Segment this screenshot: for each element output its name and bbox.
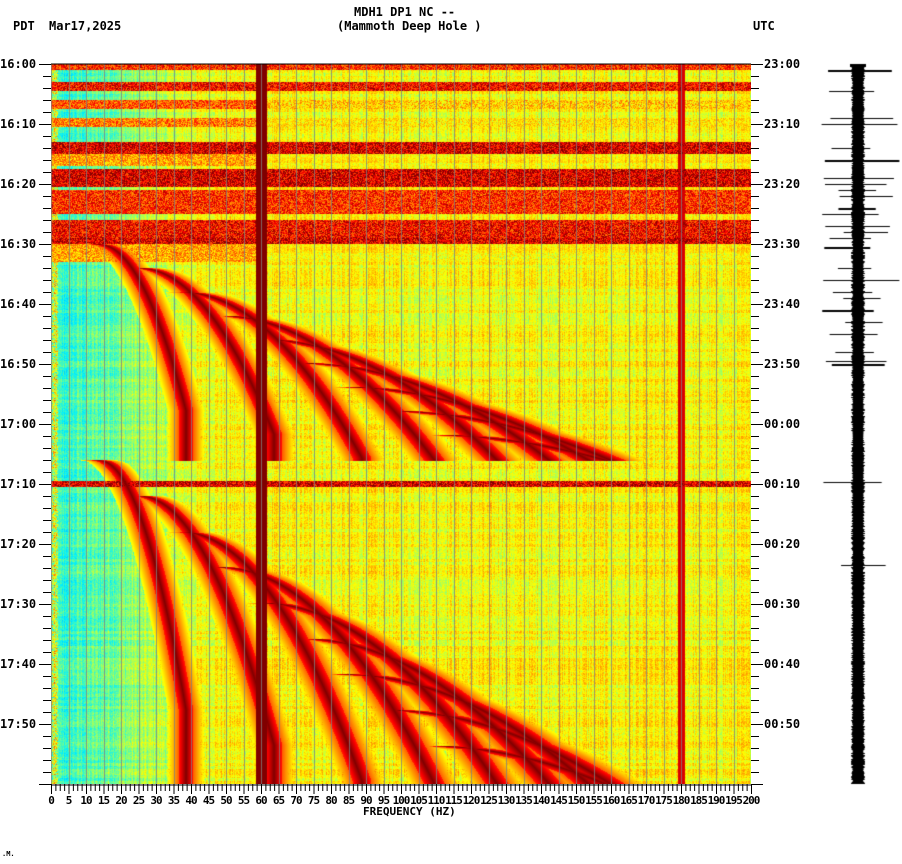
x-tick-label: 45	[202, 794, 215, 807]
x-tick-label: 30	[150, 794, 162, 807]
y-tick-label-pdt: 16:30	[0, 237, 37, 251]
station-title: MDH1 DP1 NC --	[354, 5, 456, 19]
x-tick-label: 70	[290, 794, 302, 807]
x-tick-label: 0	[48, 794, 55, 807]
y-tick-label-utc: 23:20	[764, 177, 801, 191]
x-tick-label: 200	[742, 794, 761, 807]
y-tick-label-pdt: 17:50	[0, 717, 37, 731]
y-tick-label-utc: 00:20	[764, 537, 801, 551]
x-tick-label: 170	[637, 794, 656, 807]
x-tick-label: 105	[410, 794, 428, 807]
x-tick-label: 175	[655, 794, 673, 807]
x-tick-label: 160	[602, 794, 621, 807]
y-tick-label-pdt: 17:40	[0, 657, 37, 671]
x-tick-label: 35	[167, 794, 180, 807]
date-label: Mar17,2025	[49, 19, 122, 33]
x-tick-label: 135	[515, 794, 533, 807]
x-tick-label: 5	[65, 794, 73, 807]
y-tick-label-utc: 23:00	[764, 57, 801, 71]
y-tick-label-utc: 00:50	[764, 717, 801, 731]
x-axis-title: FREQUENCY (HZ)	[363, 805, 456, 818]
y-tick-label-utc: 23:30	[764, 237, 801, 251]
x-tick-label: 15	[97, 794, 110, 807]
y-tick-label-utc: 23:40	[764, 297, 801, 311]
y-tick-label-utc: 00:40	[764, 657, 801, 671]
x-tick-label: 20	[115, 794, 127, 807]
x-tick-label: 195	[725, 794, 743, 807]
y-tick-label-utc: 00:30	[764, 597, 801, 611]
x-tick-label: 125	[480, 794, 498, 807]
x-tick-label: 50	[220, 794, 232, 807]
x-tick-label: 10	[80, 794, 92, 807]
y-tick-label-pdt: 16:40	[0, 297, 37, 311]
x-tick-label: 150	[567, 794, 586, 807]
left-timezone-label: PDT	[13, 19, 35, 33]
y-tick-label-pdt: 16:20	[0, 177, 37, 191]
x-tick-label: 130	[497, 794, 516, 807]
x-tick-label: 190	[707, 794, 726, 807]
spectrogram-heatmap	[51, 64, 751, 784]
x-tick-label: 115	[445, 794, 463, 807]
x-tick-label: 185	[690, 794, 708, 807]
x-tick-label: 95	[377, 794, 390, 807]
y-tick-label-pdt: 17:00	[0, 417, 37, 431]
seismogram-trace	[800, 60, 900, 790]
x-tick-label: 55	[237, 794, 250, 807]
x-tick-label: 40	[185, 794, 197, 807]
y-tick-label-utc: 00:10	[764, 477, 801, 491]
x-tick-label: 145	[550, 794, 568, 807]
site-title: (Mammoth Deep Hole )	[337, 19, 482, 33]
x-tick-label: 80	[325, 794, 337, 807]
right-timezone-label: UTC	[753, 19, 775, 33]
x-tick-label: 140	[532, 794, 551, 807]
x-tick-label: 180	[672, 794, 691, 807]
x-tick-label: 65	[272, 794, 285, 807]
y-tick-label-pdt: 16:10	[0, 117, 37, 131]
x-tick-label: 120	[462, 794, 481, 807]
x-tick-label: 25	[132, 794, 145, 807]
y-tick-label-utc: 23:50	[764, 357, 801, 371]
y-tick-label-pdt: 17:30	[0, 597, 37, 611]
y-tick-label-utc: 23:10	[764, 117, 801, 131]
x-tick-label: 75	[307, 794, 320, 807]
y-tick-label-pdt: 16:00	[0, 57, 37, 71]
x-tick-label: 155	[585, 794, 603, 807]
x-tick-label: 100	[392, 794, 411, 807]
x-tick-label: 110	[427, 794, 446, 807]
footer-mark: .M.	[2, 850, 15, 858]
y-tick-label-pdt: 17:20	[0, 537, 37, 551]
x-tick-label: 85	[342, 794, 355, 807]
x-tick-label: 60	[255, 794, 267, 807]
y-tick-label-pdt: 17:10	[0, 477, 37, 491]
y-tick-label-pdt: 16:50	[0, 357, 37, 371]
x-tick-label: 90	[360, 794, 372, 807]
y-tick-label-utc: 00:00	[764, 417, 801, 431]
x-tick-label: 165	[620, 794, 638, 807]
